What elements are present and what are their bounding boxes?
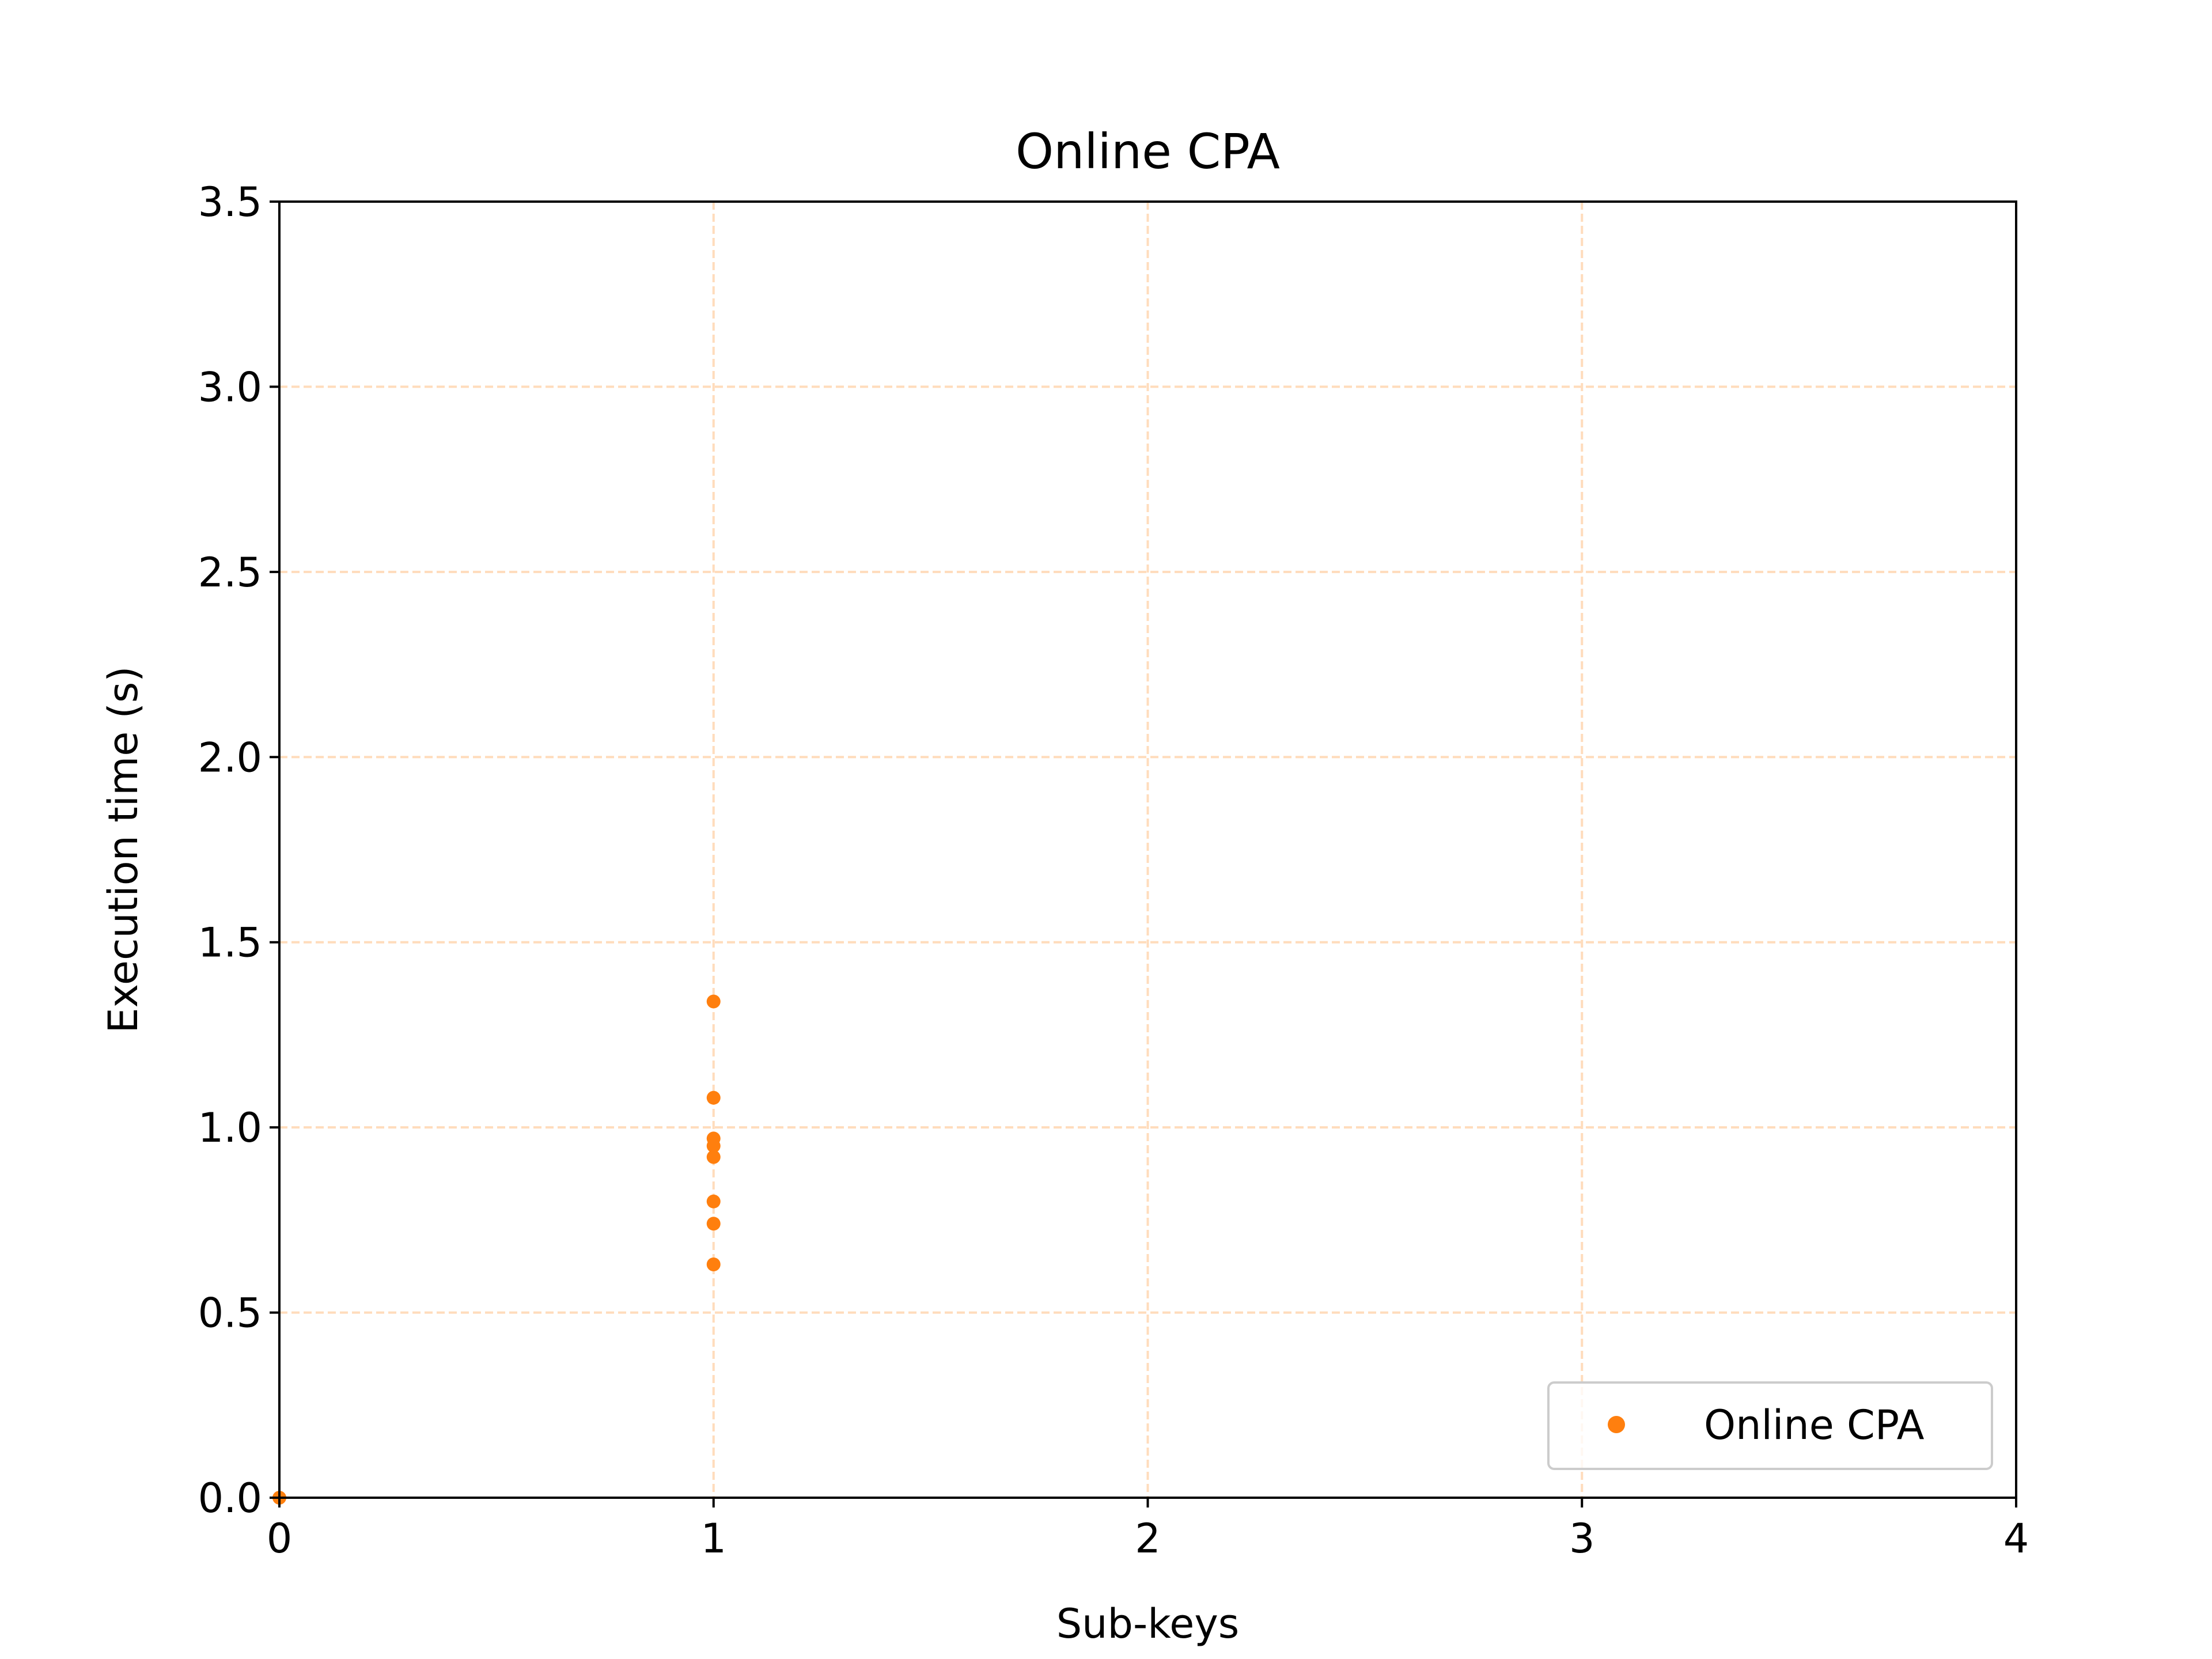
x-tick-label: 0 xyxy=(267,1515,293,1562)
y-tick-label: 3.0 xyxy=(198,363,262,411)
y-tick-label: 0.0 xyxy=(198,1475,262,1522)
x-tick-label: 2 xyxy=(1135,1515,1161,1562)
data-point xyxy=(706,994,721,1009)
x-axis-label: Sub-keys xyxy=(1056,1600,1240,1647)
data-point xyxy=(706,1217,721,1231)
data-point xyxy=(706,1139,721,1153)
y-tick-label: 0.5 xyxy=(198,1290,262,1337)
legend: Online CPA xyxy=(1547,1381,1993,1470)
y-axis-label: Execution time (s) xyxy=(100,666,147,1033)
chart-title: Online CPA xyxy=(1016,123,1280,180)
y-tick-label: 2.0 xyxy=(198,734,262,781)
data-point xyxy=(706,1257,721,1271)
legend-marker xyxy=(1608,1416,1625,1433)
y-tick-label: 2.5 xyxy=(198,549,262,596)
y-tick-label: 1.5 xyxy=(198,919,262,967)
y-tick-label: 3.5 xyxy=(198,179,262,226)
data-point xyxy=(706,1090,721,1105)
data-points xyxy=(272,994,721,1505)
data-point xyxy=(706,1150,721,1164)
ticks: 0 1 2 3 4 0.0 0.5 1.0 1.5 2.0 2.5 3.0 3.5 xyxy=(198,179,2029,1562)
x-tick-label: 1 xyxy=(700,1515,726,1562)
x-tick-label: 3 xyxy=(1569,1515,1595,1562)
legend-label: Online CPA xyxy=(1704,1402,1925,1449)
x-tick-label: 4 xyxy=(2003,1515,2029,1562)
legend-box xyxy=(1547,1381,1993,1470)
data-point xyxy=(706,1194,721,1209)
y-tick-label: 1.0 xyxy=(198,1104,262,1152)
